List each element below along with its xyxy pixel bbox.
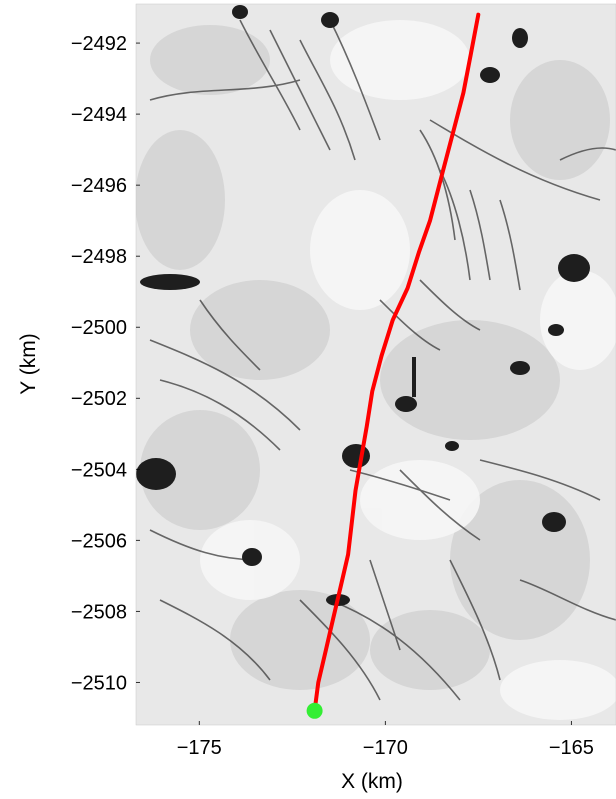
plot-area xyxy=(135,3,616,726)
y-tick-label: −2496 xyxy=(71,175,127,197)
y-tick-label: −2494 xyxy=(71,104,127,126)
start-point-marker xyxy=(306,702,323,719)
y-tick-label: −2498 xyxy=(71,246,127,268)
series-line xyxy=(312,12,481,713)
y-tick-label: −2502 xyxy=(71,388,127,410)
y-tick-label: −2510 xyxy=(71,672,127,694)
y-tick-label: −2500 xyxy=(71,317,127,339)
x-axis-label: X (km) xyxy=(341,770,403,793)
series-layer xyxy=(312,12,481,713)
background-image xyxy=(136,4,616,725)
x-tick-label: −175 xyxy=(177,737,222,759)
x-tick-label: −165 xyxy=(549,737,594,759)
y-axis-ticks: −2492 −2494 −2496 −2498 −2500 −2502 −2504 −2506… xyxy=(71,33,140,694)
x-tick-label: −170 xyxy=(363,737,408,759)
y-tick-label: −2492 xyxy=(71,33,127,55)
x-axis-ticks: −175 −170 −165 xyxy=(177,721,594,759)
y-tick-label: −2508 xyxy=(71,601,127,623)
y-tick-label: −2506 xyxy=(71,530,127,552)
y-tick-label: −2504 xyxy=(71,459,127,481)
y-axis-label: Y (km) xyxy=(17,333,40,394)
